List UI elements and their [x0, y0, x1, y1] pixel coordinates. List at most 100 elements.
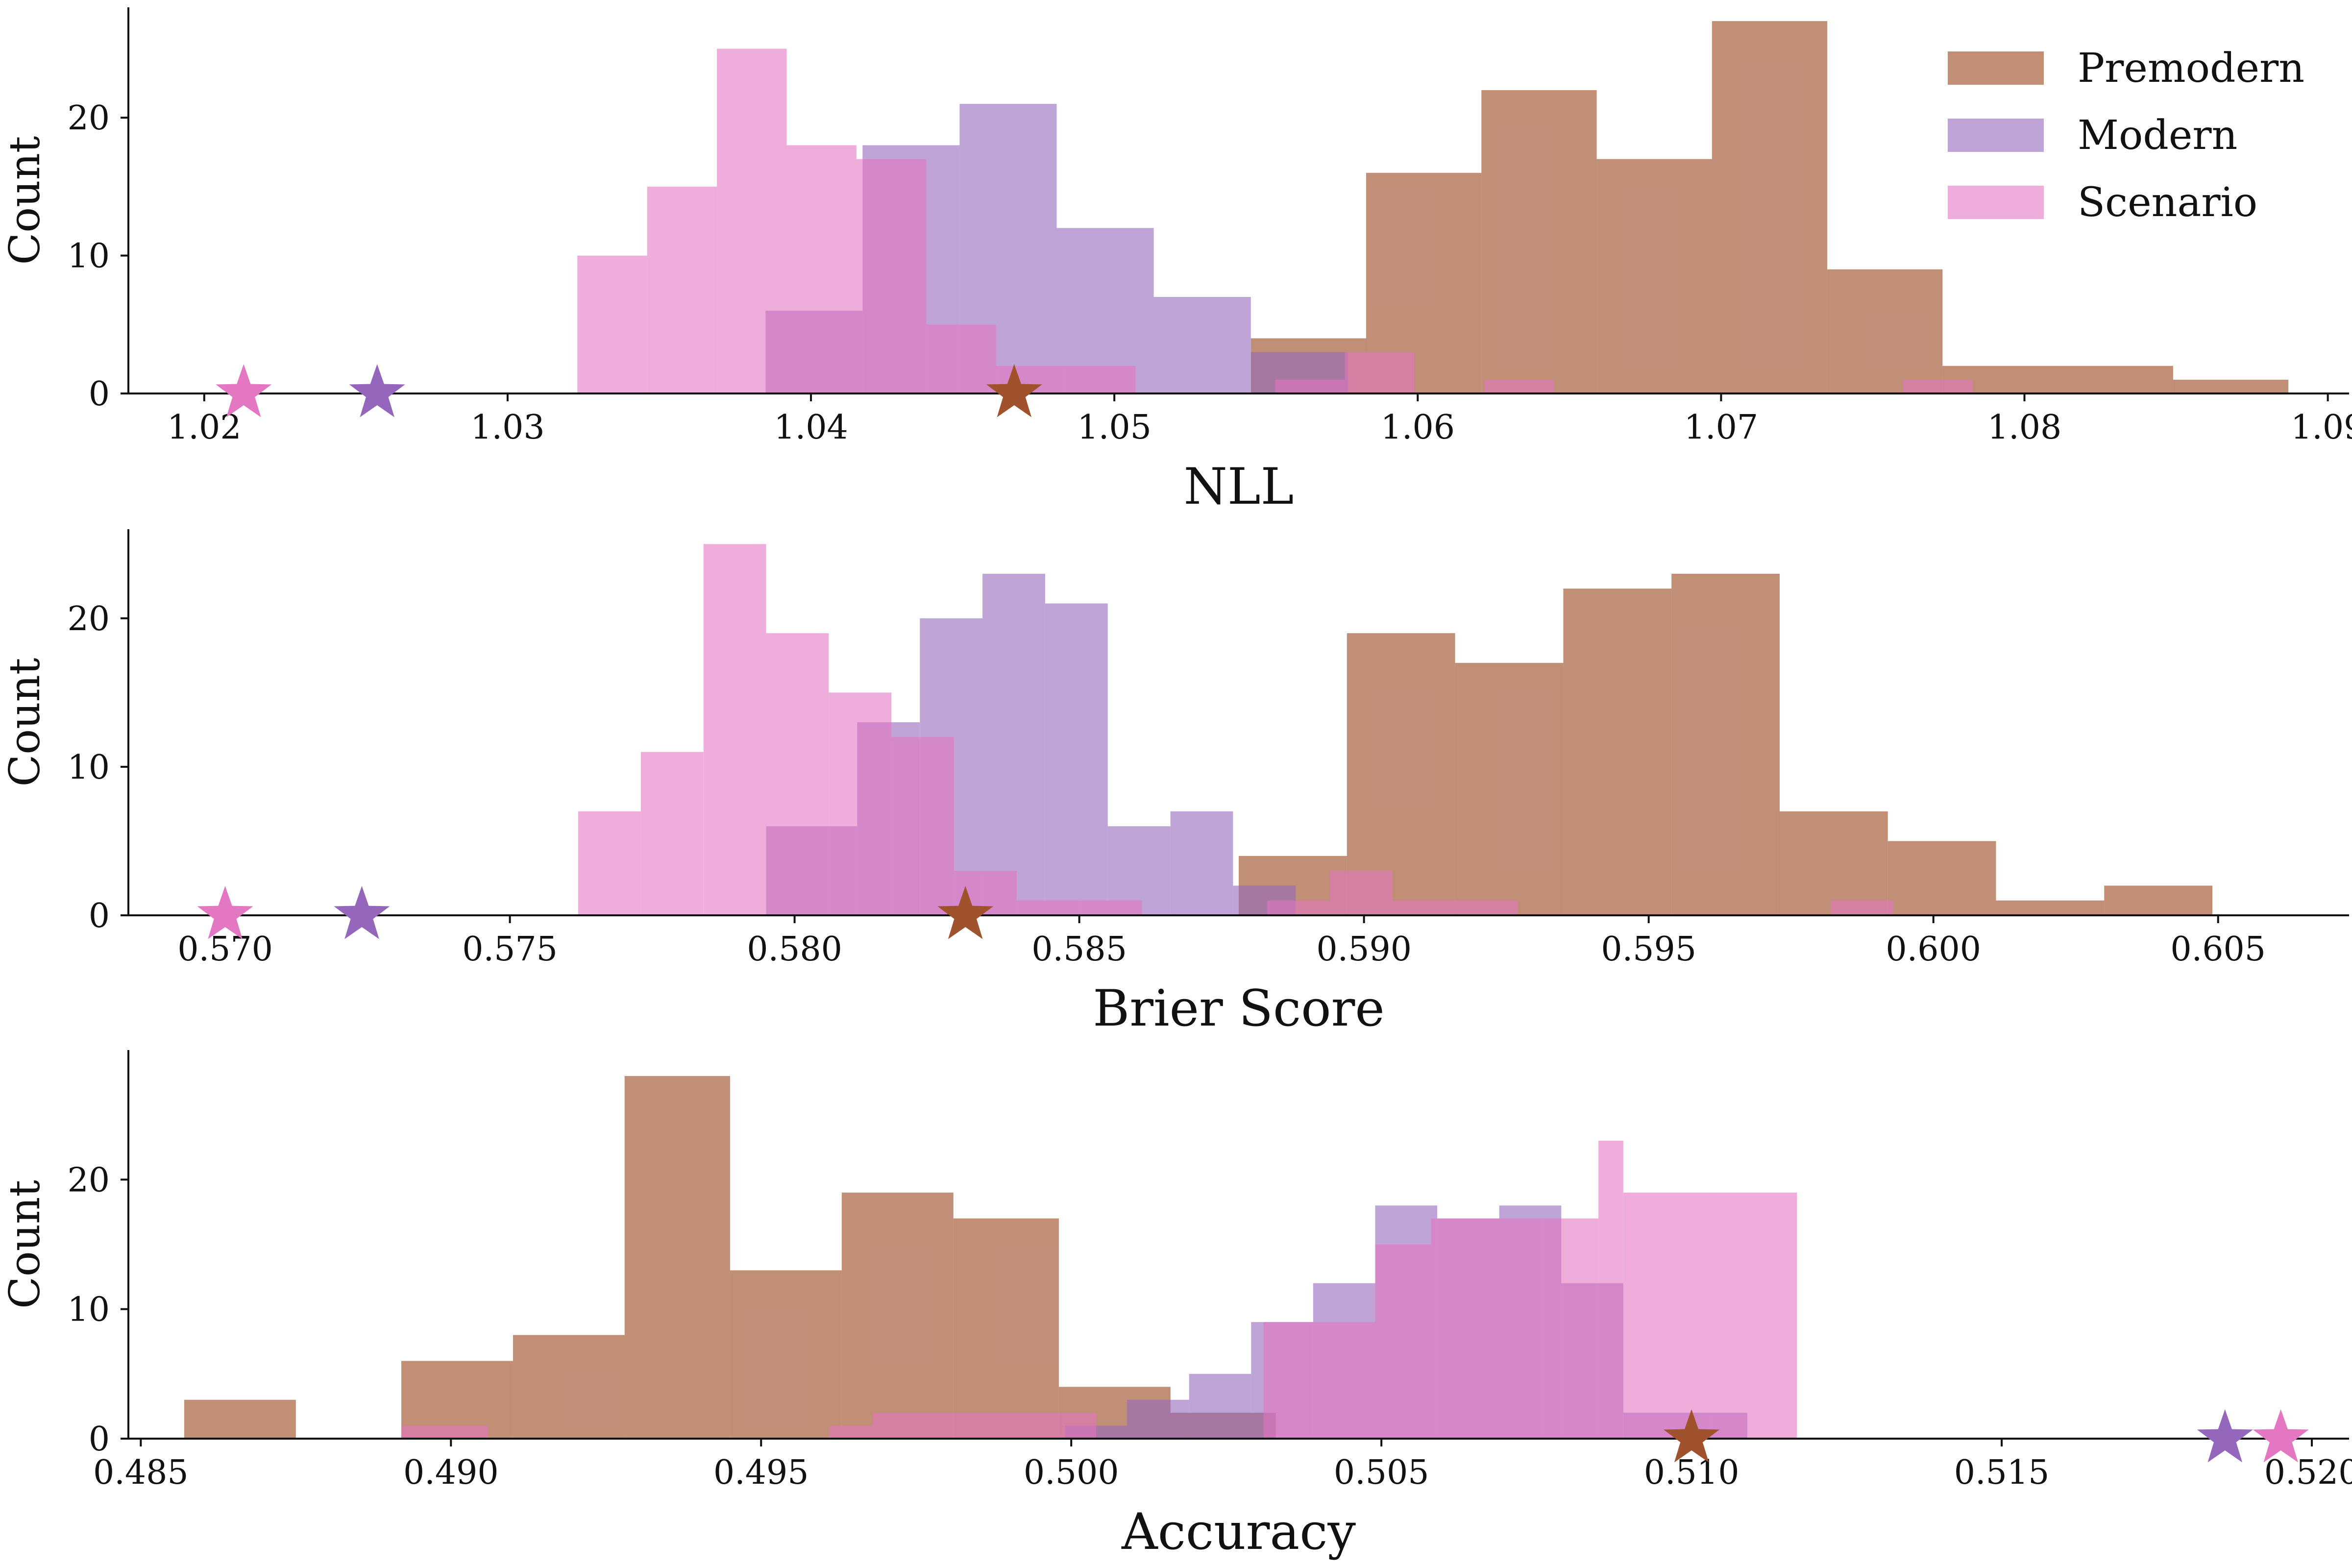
bar-scenario-accuracy [401, 1425, 439, 1439]
bar-scenario-brier-score [766, 633, 829, 915]
x-tick-label: 0.585 [1031, 930, 1127, 969]
marker-scenario-brier-score [197, 886, 253, 939]
x-axis-label: NLL [1184, 458, 1294, 516]
bar-premodern-brier-score [2104, 885, 2213, 915]
bar-premodern-nll [2173, 379, 2289, 393]
bar-premodern-accuracy [184, 1399, 296, 1439]
x-tick-label: 0.590 [1316, 930, 1412, 969]
x-tick-label: 0.600 [1886, 930, 1981, 969]
x-tick-label: 0.490 [403, 1453, 499, 1492]
bar-premodern-accuracy [513, 1335, 625, 1439]
x-tick-label: 0.570 [177, 930, 273, 969]
y-tick-label: 0 [89, 1420, 110, 1459]
bar-premodern-brier-score [1347, 633, 1455, 915]
panel-accuracy: 0.485 0.490 0.495 0.500 0.505 0.510 0.515 0.520… [0, 1050, 2352, 1561]
y-axis-label: Count [0, 136, 49, 265]
x-tick-label: 1.05 [1077, 408, 1151, 447]
bar-premodern-accuracy [624, 1076, 730, 1439]
bar-scenario-brier-score [1267, 900, 1330, 915]
bar-scenario-brier-score [1455, 900, 1518, 915]
y-tick-label: 0 [89, 375, 110, 414]
marker-premodern-nll [986, 364, 1042, 417]
marker-modern-brier-score [334, 886, 390, 939]
legend-label-scenario: Scenario [2078, 179, 2257, 226]
bar-scenario-accuracy [829, 1425, 873, 1439]
bar-modern-accuracy [1127, 1399, 1189, 1439]
y-tick-label: 20 [67, 99, 110, 138]
bar-scenario-brier-score [1016, 900, 1079, 915]
marker-modern-accuracy [2197, 1409, 2253, 1463]
x-tick-label: 1.04 [774, 408, 848, 447]
bar-premodern-brier-score [1996, 900, 2105, 915]
bar-scenario-accuracy [984, 1413, 1096, 1439]
bar-modern-nll [1153, 297, 1251, 393]
x-tick-label: 0.505 [1334, 1453, 1429, 1492]
bar-modern-brier-score [982, 573, 1045, 915]
bar-scenario-accuracy [1623, 1192, 1711, 1439]
marker-premodern-accuracy [1664, 1409, 1720, 1463]
x-tick-label: 0.595 [1601, 930, 1696, 969]
y-axis-label: Count [0, 658, 49, 787]
bar-scenario-nll [1275, 379, 1345, 393]
y-axis-label: Count [0, 1180, 49, 1309]
bar-scenario-nll [717, 49, 787, 393]
y-tick-label: 0 [89, 897, 110, 935]
legend-swatch-modern [1948, 119, 2044, 152]
y-tick-label: 10 [67, 1291, 110, 1329]
x-tick-label: 0.520 [2264, 1453, 2352, 1492]
marker-scenario-nll [216, 364, 272, 417]
bar-scenario-brier-score [1831, 900, 1894, 915]
bar-premodern-brier-score [1671, 573, 1780, 915]
bar-scenario-brier-score [1329, 871, 1393, 915]
x-tick-label: 1.03 [470, 408, 544, 447]
bar-scenario-brier-score [829, 692, 892, 915]
x-tick-label: 0.510 [1644, 1453, 1740, 1492]
bar-scenario-brier-score [1392, 900, 1455, 915]
bar-premodern-accuracy [730, 1270, 842, 1439]
bar-scenario-accuracy [1598, 1141, 1623, 1439]
bar-scenario-accuracy [1710, 1192, 1797, 1439]
bar-premodern-accuracy [401, 1361, 513, 1439]
x-axis-label: Brier Score [1093, 980, 1384, 1038]
bar-scenario-brier-score [578, 811, 641, 915]
bar-modern-brier-score [1170, 811, 1233, 915]
x-tick-label: 0.485 [93, 1453, 189, 1492]
bar-premodern-brier-score [1563, 588, 1672, 915]
marker-premodern-brier-score [937, 886, 994, 939]
marker-modern-nll [349, 364, 405, 417]
bar-premodern-nll [1827, 269, 1943, 393]
x-tick-label: 1.07 [1684, 408, 1758, 447]
legend-label-modern: Modern [2078, 112, 2237, 159]
bar-premodern-brier-score [1455, 662, 1564, 915]
x-tick-label: 1.09 [2291, 408, 2352, 447]
marker-scenario-accuracy [2253, 1409, 2309, 1463]
bar-scenario-nll [647, 186, 717, 393]
bar-premodern-accuracy [953, 1218, 1059, 1439]
bar-premodern-nll [1596, 159, 1712, 393]
x-tick-label: 1.06 [1381, 408, 1455, 447]
bar-scenario-nll [1903, 379, 1973, 393]
y-tick-label: 10 [67, 748, 110, 787]
bar-scenario-brier-score [640, 752, 704, 915]
bar-scenario-brier-score [891, 737, 954, 915]
legend-swatch-premodern [1948, 51, 2044, 85]
bar-scenario-accuracy [1543, 1218, 1599, 1439]
x-tick-label: 0.580 [747, 930, 842, 969]
bar-scenario-nll [1345, 352, 1415, 393]
bar-scenario-accuracy [1375, 1244, 1431, 1439]
x-tick-label: 0.495 [713, 1453, 809, 1492]
bar-scenario-brier-score [703, 544, 766, 915]
bar-scenario-accuracy [439, 1425, 489, 1439]
bar-scenario-nll [1484, 379, 1554, 393]
x-tick-label: 0.575 [462, 930, 558, 969]
bar-scenario-nll [856, 159, 927, 393]
legend: Premodern Modern Scenario [1948, 45, 2304, 226]
panel-brier-score: 0.570 0.575 0.580 0.585 0.590 0.595 0.600 0.605… [0, 529, 2349, 1038]
bar-scenario-accuracy [1431, 1218, 1543, 1439]
bar-scenario-nll [577, 255, 647, 393]
x-tick-label: 0.605 [2170, 930, 2266, 969]
bar-premodern-brier-score [1887, 841, 1996, 915]
panel-nll: 1.021.031.041.051.061.071.081.0901020NLL… [0, 7, 2352, 516]
bar-modern-accuracy [1189, 1373, 1251, 1439]
